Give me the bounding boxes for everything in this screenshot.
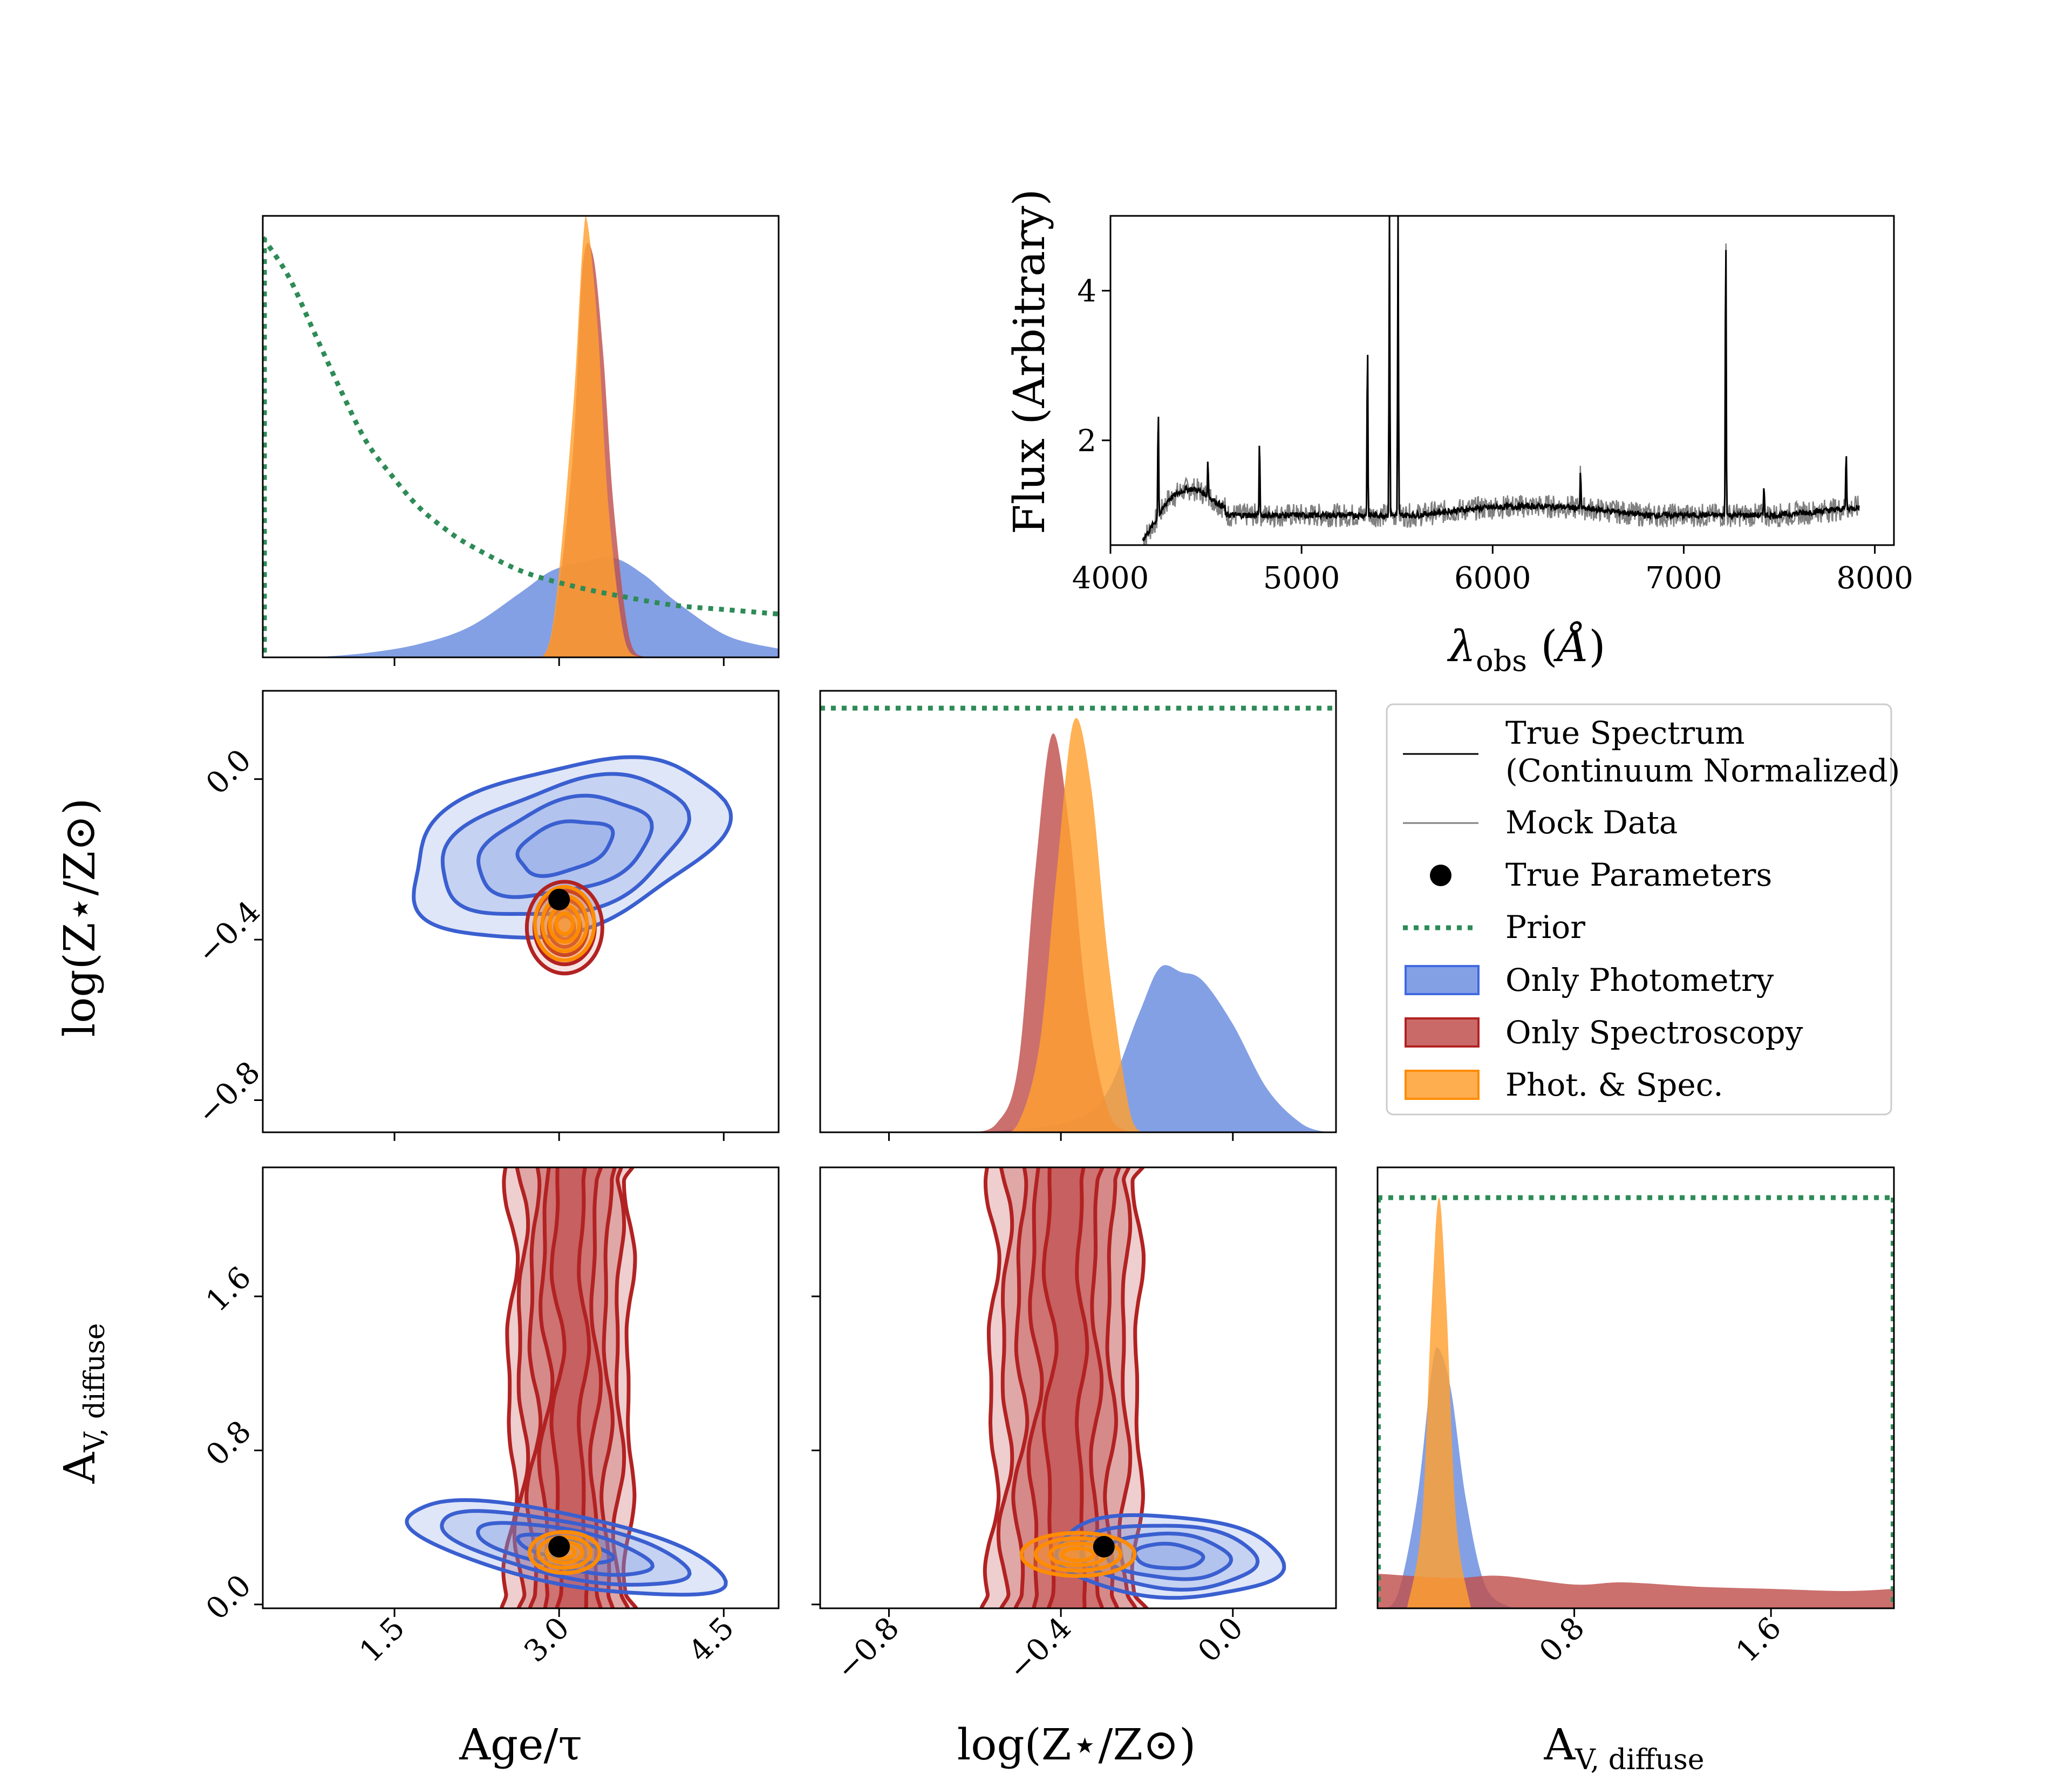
legend: True Spectrum (Continuum Normalized) Moc… — [1386, 703, 1900, 1116]
ageZ-marks — [412, 755, 733, 976]
spectrum-marks — [1142, 216, 1860, 545]
legend-true-spectrum-sub: (Continuum Normalized) — [1505, 752, 1900, 789]
ageZ-phot-contour-3 — [515, 819, 615, 878]
ageAv-true-point — [548, 1535, 570, 1558]
legend-combined-patch — [1405, 1070, 1480, 1100]
spectrum-xtick-0: 4000 — [1072, 561, 1149, 596]
ageZ-phot-contour-1 — [440, 772, 691, 916]
ZAv-comb-contour-2 — [1047, 1541, 1109, 1567]
logZ-phot-spec--area — [996, 718, 1147, 1132]
ageZ-phot-contour-2 — [476, 793, 654, 899]
ZAv-true-point — [1093, 1535, 1115, 1558]
spectrum-xlabel: λobs (Å) — [1447, 621, 1605, 678]
age-phot-spec--area — [531, 216, 639, 657]
ageZ-panel-frame — [262, 690, 780, 1133]
Av-only-spectroscopy-area — [1378, 1573, 1894, 1608]
legend-phot-patch — [1405, 965, 1480, 995]
legend-prior: Prior — [1505, 909, 1585, 946]
legend-spec-patch — [1405, 1017, 1480, 1048]
logZ-only-photometry-area — [974, 965, 1328, 1132]
ZAv-comb-contour-3 — [1060, 1546, 1096, 1562]
ageZ-comb-contour-2 — [548, 903, 582, 944]
legend-true-params: True Parameters — [1505, 856, 1772, 893]
ageZ-comb-contour-3 — [554, 911, 575, 936]
legend-mock-data: Mock Data — [1505, 804, 1678, 841]
spectrum-ylabel: Flux (Arbitrary) — [1004, 189, 1054, 534]
spectrum-xtick-2: 6000 — [1454, 561, 1531, 596]
ZAv-spec-band-3 — [1026, 1167, 1105, 1608]
logZ-xlabel: log(Z⋆/Z⊙) — [957, 1719, 1196, 1770]
legend-true-params-dot — [1430, 865, 1451, 886]
spectrum-ytick-1: 4 — [1077, 274, 1096, 309]
ZAv-marks — [979, 1167, 1286, 1608]
spectrum-xtick-1: 5000 — [1263, 561, 1340, 596]
spectrum-xtick-3: 7000 — [1645, 561, 1722, 596]
legend-only-photometry: Only Photometry — [1505, 962, 1774, 998]
age-only-photometry-area — [314, 557, 779, 657]
true-spectrum-line — [1142, 216, 1860, 541]
Av-phot-spec--area — [1407, 1198, 1471, 1608]
ZAv-panel-frame — [819, 1166, 1337, 1609]
Av-marks — [1378, 1195, 1894, 1608]
age-xlabel: Age/τ — [459, 1719, 582, 1770]
logZ-ylabel: log(Z⋆/Z⊙) — [54, 798, 105, 1037]
ageZ-true-point — [548, 888, 570, 910]
logZ-marks — [820, 705, 1336, 1132]
legend-phot-spec: Phot. & Spec. — [1505, 1066, 1723, 1103]
spectrum-xtick-4: 8000 — [1836, 561, 1913, 596]
ageAv-panel-frame — [262, 1166, 780, 1609]
age-panel-frame — [262, 215, 780, 658]
legend-true-spectrum: True Spectrum — [1505, 715, 1745, 751]
legend-only-spectroscopy: Only Spectroscopy — [1505, 1014, 1803, 1051]
spectrum-panel-frame — [1109, 215, 1895, 546]
Av-panel-frame — [1376, 1166, 1895, 1609]
ageAv-spec-band-4 — [549, 1167, 591, 1608]
ZAv-spec-band-4 — [1041, 1167, 1089, 1608]
spectrum-ytick-0: 2 — [1077, 424, 1096, 459]
age-marks — [263, 216, 779, 657]
logZ-panel-frame — [819, 690, 1337, 1133]
